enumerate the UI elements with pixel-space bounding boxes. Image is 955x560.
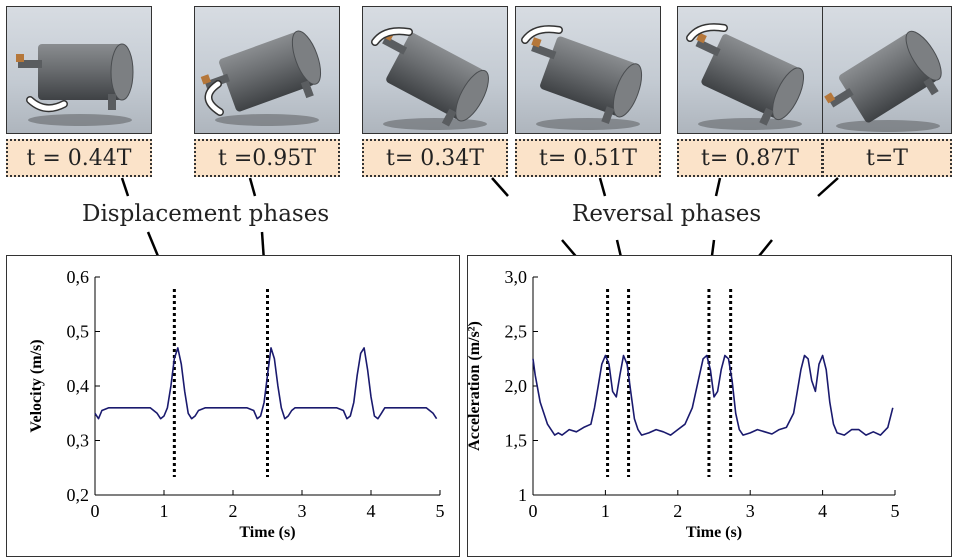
robot-end-cap	[772, 67, 805, 121]
robot-leg	[601, 106, 615, 125]
x-tick-label: 3	[298, 501, 307, 521]
robot-arm	[18, 60, 42, 68]
y-axis-title: Velocity (m/s)	[28, 339, 45, 432]
x-tick-label: 4	[818, 501, 827, 521]
robot-body	[701, 34, 799, 118]
robot-cylinder	[200, 30, 322, 126]
connector-line	[491, 177, 509, 197]
y-tick-label: 0,5	[67, 322, 90, 342]
robot-shadow	[28, 114, 132, 126]
velocity-chart: 0 1 2 3 4 5 0,2 0,3 0,4 0,5 0,6 Time (s) Velocity (m…	[6, 255, 460, 557]
robot-end-cap	[905, 30, 942, 81]
displacement-phases-label: Displacement phases	[82, 201, 330, 227]
connector-line	[248, 177, 257, 197]
data-series-line	[532, 354, 894, 436]
robot-cylinder	[531, 36, 643, 130]
robot-shadow	[536, 118, 640, 130]
robot-end-cap	[110, 43, 134, 101]
y-tick-label: 2,0	[505, 376, 528, 396]
robot-shadow	[698, 118, 802, 130]
connector-line	[714, 177, 722, 197]
x-tick-label: 5	[891, 501, 900, 521]
x-tick-label: 2	[229, 501, 238, 521]
robot-cylinder	[16, 43, 134, 126]
frame-time-label: t= 0.34T	[362, 139, 508, 177]
robot-end-cap	[612, 63, 643, 118]
robot-leg	[923, 77, 939, 96]
rotation-arrow-icon	[27, 97, 67, 111]
reversal-phases-label: Reversal phases	[572, 201, 762, 227]
frame-time-label: t= 0.87T	[677, 139, 823, 177]
x-tick-label: 4	[367, 501, 376, 521]
x-tick-label: 0	[91, 501, 100, 521]
frame-time-label: t = 0.44T	[6, 139, 152, 177]
frame-time-label: t =0.95T	[194, 139, 340, 177]
y-tick-label: 0,3	[67, 431, 90, 451]
robot-arm	[382, 36, 408, 55]
robot-body	[38, 44, 122, 100]
data-series-line	[94, 347, 438, 420]
frame-time-label: t= 0.51T	[515, 139, 661, 177]
robot-leg	[300, 80, 314, 99]
robot-cylinder	[695, 32, 805, 130]
robot-arm	[531, 43, 557, 60]
y-axis-title: Acceleration (m/s²)	[467, 321, 483, 451]
rotation-arrow-icon	[206, 81, 223, 115]
frame-time-label: t=T	[822, 139, 952, 177]
robot-joint	[531, 37, 542, 48]
x-tick-label: 5	[436, 501, 445, 521]
robot-leg	[441, 108, 457, 127]
x-axis-title: Time (s)	[239, 524, 295, 541]
x-tick-label: 2	[673, 501, 682, 521]
y-tick-label: 3,0	[505, 267, 528, 287]
robot-arm	[695, 38, 721, 57]
robot-body	[540, 36, 636, 116]
robot-shadow	[383, 118, 487, 130]
rotation-arrow-icon	[687, 24, 727, 41]
connector-line	[598, 177, 607, 197]
robot-end-cap	[455, 69, 489, 122]
robot-joint	[824, 92, 836, 104]
robot-arm	[829, 87, 854, 108]
y-tick-label: 2,5	[505, 322, 528, 342]
robot-leg	[108, 94, 116, 110]
rotation-arrow-icon	[372, 28, 412, 45]
x-tick-label: 0	[529, 501, 538, 521]
connector-line	[817, 177, 839, 197]
y-tick-label: 0,2	[67, 485, 90, 505]
robot-joint	[16, 54, 24, 62]
x-tick-label: 1	[160, 501, 169, 521]
robot-leg	[759, 107, 774, 126]
y-tick-label: 1,5	[505, 431, 528, 451]
robot-joint	[696, 32, 707, 44]
robot-cylinder	[382, 30, 489, 130]
robot-body	[219, 32, 315, 112]
y-tick-label: 0,4	[67, 376, 90, 396]
y-tick-label: 0,6	[67, 267, 90, 287]
robot-cylinder	[824, 30, 942, 132]
robot-joint	[200, 74, 211, 85]
robot-end-cap	[291, 30, 322, 85]
x-axis-title: Time (s)	[686, 524, 742, 541]
rotation-arrow-icon	[522, 26, 562, 43]
robot-shadow	[836, 120, 940, 132]
y-tick-label: 1	[518, 485, 527, 505]
x-tick-label: 1	[601, 501, 610, 521]
robot-shadow	[215, 114, 319, 126]
connector-line	[120, 177, 130, 197]
x-tick-label: 3	[746, 501, 755, 521]
